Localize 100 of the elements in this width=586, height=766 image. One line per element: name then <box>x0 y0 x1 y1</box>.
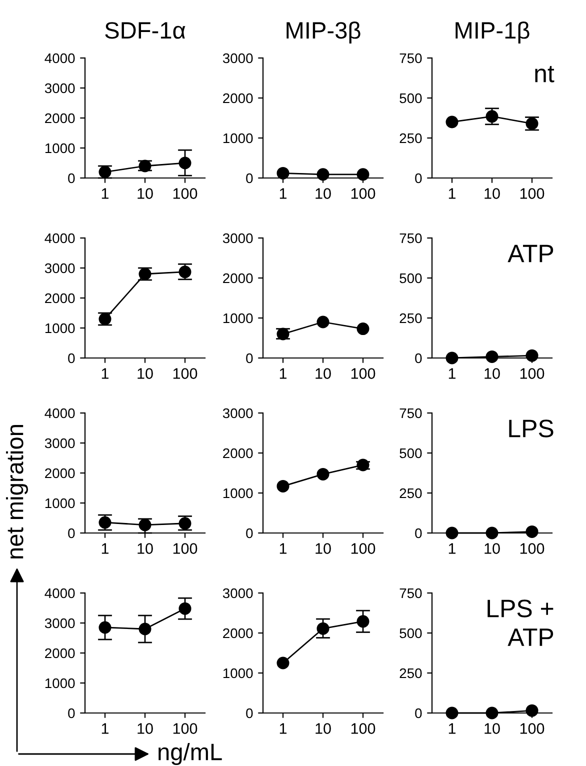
y-tick-label: 4000 <box>44 408 75 418</box>
y-tick-label: 0 <box>415 353 422 364</box>
y-tick-label: 2000 <box>223 273 253 284</box>
y-tick-label: 1000 <box>45 323 75 334</box>
y-tick-label: 0 <box>246 528 253 538</box>
point <box>276 656 290 670</box>
annotation: nt <box>535 66 554 82</box>
y-tick-label: 2000 <box>45 113 75 124</box>
x-tick-label: 1 <box>102 188 109 199</box>
x-tick-label: 1 <box>448 188 456 199</box>
annotation: LPS + ATP <box>488 600 554 646</box>
point <box>316 468 330 480</box>
y-tick-label: 3000 <box>44 618 75 628</box>
y-tick-label: 1000 <box>45 143 75 154</box>
x-tick-label: 10 <box>316 188 331 199</box>
x-tick-label: 100 <box>520 188 544 199</box>
y-tick-label: 750 <box>400 53 422 64</box>
point <box>446 116 458 128</box>
y-tick-label: 1000 <box>223 313 253 324</box>
y-tick-label: 1000 <box>223 488 253 498</box>
y-tick-label: 2000 <box>223 448 253 458</box>
point <box>178 602 192 615</box>
y-tick-label: 4000 <box>44 588 75 598</box>
x-tick-label: 100 <box>173 543 198 554</box>
x-tick-label: 10 <box>484 723 500 734</box>
x-tick-label: 100 <box>351 368 376 379</box>
y-tick-label: 0 <box>246 708 253 718</box>
x-tick-label: 1 <box>448 543 456 554</box>
y-tick-label: 3000 <box>222 408 253 418</box>
y-tick-label: 500 <box>400 628 422 638</box>
x-tick-label: 100 <box>351 723 376 734</box>
x-tick-label: 100 <box>351 188 376 199</box>
y-tick-label: 2000 <box>45 468 75 478</box>
y-tick-label: 250 <box>400 133 422 144</box>
x-tick-label: 100 <box>351 543 376 554</box>
y-tick-label: 3000 <box>44 83 75 94</box>
x-tick-label: 1 <box>102 368 109 379</box>
x-tick-label: 10 <box>484 543 500 554</box>
point <box>316 316 330 328</box>
y-tick-label: 3000 <box>44 438 75 448</box>
y-tick-label: 3000 <box>44 263 75 274</box>
x-tick-label: 1 <box>280 723 287 734</box>
y-tick-label: 250 <box>400 313 422 324</box>
y-tick-label: 0 <box>68 173 75 184</box>
y-tick-label: 0 <box>68 708 75 718</box>
x-tick-label: 1 <box>448 368 456 379</box>
chart-title: SDF-1α <box>105 22 186 39</box>
y-tick-label: 4000 <box>44 233 75 244</box>
x-tick-label: 1 <box>448 723 456 734</box>
y-tick-label: 750 <box>400 588 422 598</box>
x-tick-label: 10 <box>138 723 153 734</box>
x-axis-title: ng/mL <box>158 742 222 766</box>
chart-title: MIP-1β <box>456 21 530 44</box>
y-tick-label: 250 <box>400 488 422 498</box>
annotation: LPS <box>509 420 554 438</box>
y-tick-label: 2000 <box>45 648 75 658</box>
point <box>178 156 192 170</box>
y-tick-label: 0 <box>246 173 253 184</box>
x-tick-label: 100 <box>520 723 544 734</box>
x-tick-label: 1 <box>280 188 287 199</box>
x-tick-label: 100 <box>520 368 544 379</box>
x-tick-label: 10 <box>484 368 500 379</box>
y-tick-label: 0 <box>246 353 253 364</box>
point <box>356 458 370 472</box>
point <box>98 621 112 634</box>
y-tick-label: 250 <box>400 668 422 678</box>
point <box>356 615 370 628</box>
x-tick-label: 100 <box>173 188 198 199</box>
y-axis-title: net migration <box>6 425 28 558</box>
y-tick-label: 3000 <box>222 233 253 244</box>
x-tick-label: 1 <box>280 543 287 554</box>
y-tick-label: 1000 <box>223 133 253 144</box>
y-tick-label: 2000 <box>223 628 253 638</box>
annotation: ATP <box>508 244 554 262</box>
point <box>138 622 152 636</box>
x-tick-label: 10 <box>316 723 331 734</box>
y-tick-label: 1000 <box>223 668 253 678</box>
y-tick-label: 500 <box>400 93 422 104</box>
y-tick-label: 1000 <box>45 678 75 688</box>
x-tick-label: 1 <box>280 368 287 379</box>
x-tick-label: 10 <box>316 543 331 554</box>
y-tick-label: 0 <box>68 528 75 538</box>
y-tick-label: 2000 <box>45 293 75 304</box>
x-tick-label: 10 <box>138 368 153 379</box>
y-tick-label: 500 <box>400 448 422 458</box>
y-tick-label: 3000 <box>222 588 253 598</box>
y-tick-label: 750 <box>400 233 422 244</box>
point <box>276 480 290 492</box>
x-tick-label: 10 <box>316 368 331 379</box>
x-tick-label: 100 <box>173 723 198 734</box>
x-tick-label: 1 <box>102 543 109 554</box>
y-tick-label: 750 <box>400 408 422 418</box>
y-tick-label: 0 <box>68 353 75 364</box>
point <box>356 322 370 336</box>
x-tick-label: 100 <box>520 543 544 554</box>
x-tick-label: 10 <box>138 188 153 199</box>
x-tick-label: 10 <box>138 543 153 554</box>
point <box>316 622 330 635</box>
y-tick-label: 1000 <box>45 498 75 508</box>
chart-title: MIP-3β <box>286 21 360 44</box>
